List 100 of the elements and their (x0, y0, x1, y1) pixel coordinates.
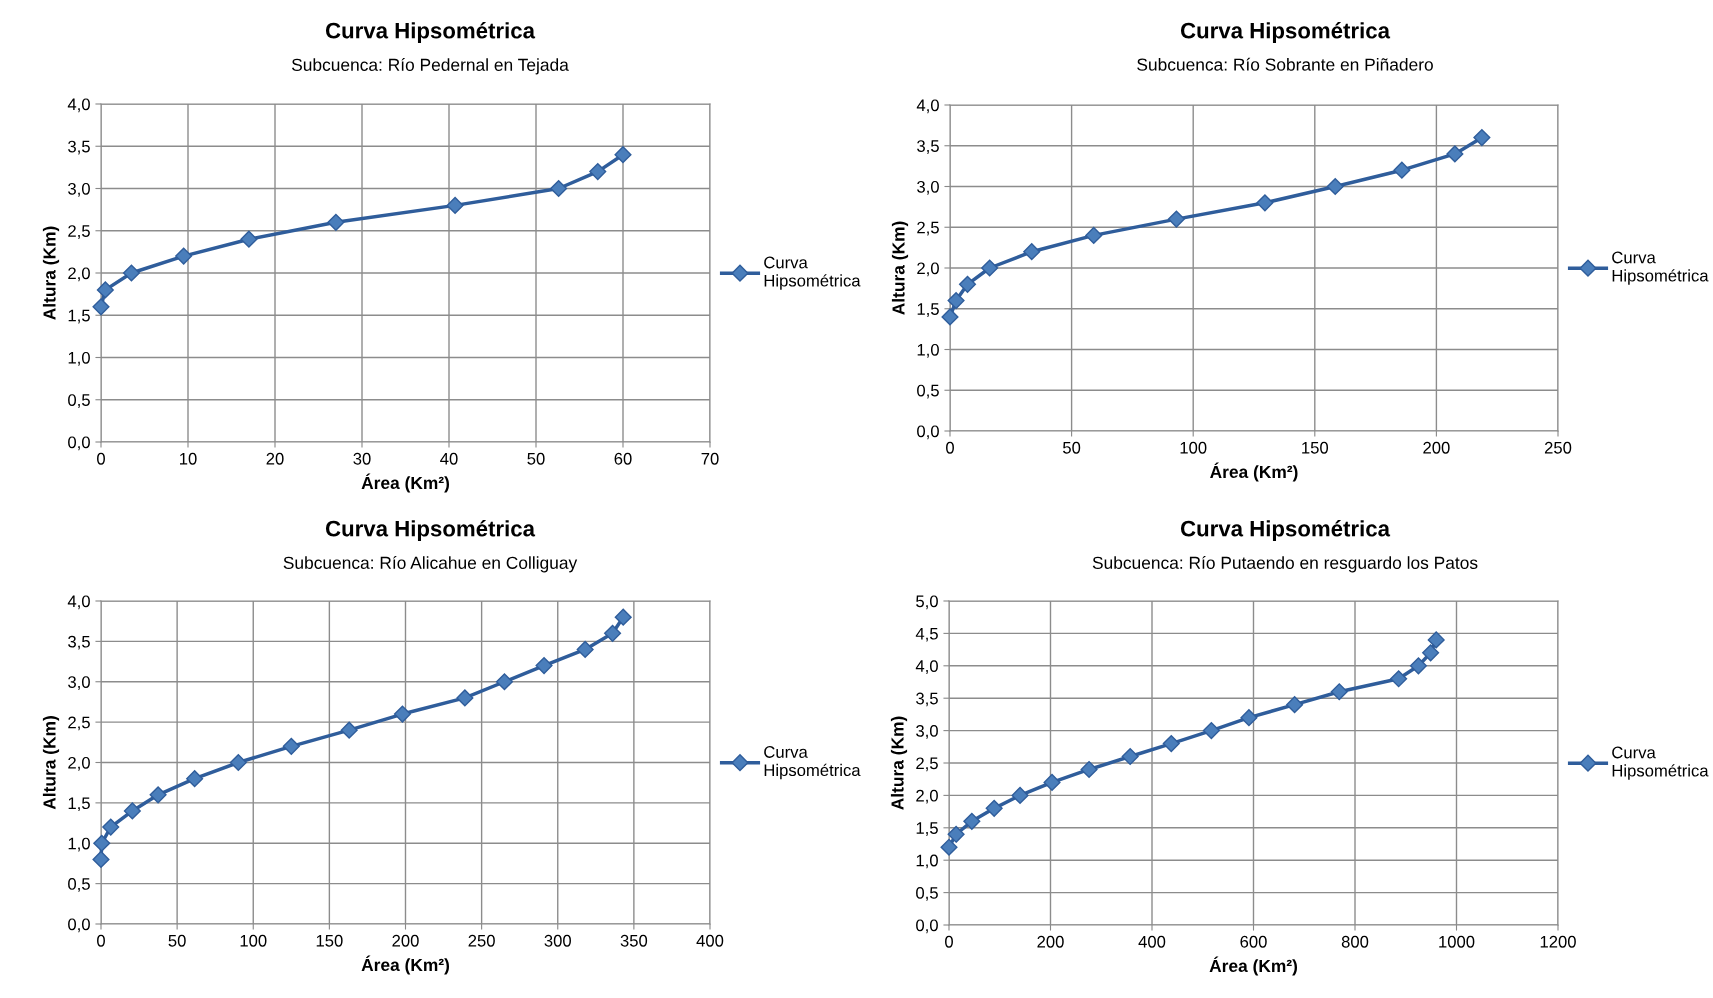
point (1202, 722, 1220, 740)
point (96, 281, 114, 299)
y-tick-label: 0,5 (917, 384, 939, 399)
point (282, 737, 300, 755)
legend-label: Curva Hipsométrica (1612, 251, 1709, 285)
y-tick-label: 0,5 (68, 878, 90, 892)
point (1473, 129, 1491, 147)
x-tick-label: 300 (544, 934, 571, 947)
y-tick-label: 2,5 (68, 225, 90, 239)
x-tick-label: 40 (440, 452, 458, 465)
y-tick-label: 1,0 (68, 351, 90, 366)
y-tick-label: 3,0 (68, 676, 90, 690)
point (958, 275, 977, 293)
x-tick-label: 50 (1063, 441, 1081, 454)
point (240, 230, 258, 248)
x-tick-label: 0 (97, 934, 105, 947)
y-tick-label: 1,5 (917, 303, 939, 317)
x-tick-label: 0 (945, 935, 953, 948)
y-tick-label: 2,5 (916, 757, 938, 772)
x-tick-label: 70 (701, 452, 719, 465)
point (941, 308, 959, 326)
x-axis-title: Área (Km²) (361, 473, 450, 493)
y-tick-label: 5,0 (916, 595, 938, 610)
point (1326, 177, 1344, 196)
y-tick-label: 3,0 (917, 180, 939, 195)
x-tick-label: 10 (180, 452, 197, 465)
x-tick-label: 0 (97, 452, 105, 465)
y-tick-label: 0,0 (68, 436, 90, 451)
y-tick-label: 4,0 (67, 98, 90, 113)
point (576, 640, 594, 659)
point (1121, 747, 1139, 766)
x-tick-label: 0 (946, 441, 954, 454)
chart-title: Curva Hipsométrica (325, 520, 536, 541)
point (327, 213, 345, 231)
y-tick-label: 4,0 (67, 595, 90, 610)
legend-label: Curva Hipsométrica (764, 746, 861, 780)
chart-subtitle: Subcuenca: Río Sobrante en Piñadero (1137, 57, 1433, 71)
x-tick-label: 1000 (1439, 935, 1475, 948)
x-axis-title: Área (Km²) (361, 955, 450, 975)
x-tick-label: 400 (696, 934, 724, 947)
point (614, 608, 632, 626)
point (550, 179, 568, 198)
point (123, 802, 141, 820)
x-tick-label: 1200 (1540, 935, 1576, 948)
y-tick-label: 0,5 (68, 394, 90, 408)
y-tick-label: 0,0 (917, 425, 939, 440)
x-tick-label: 20 (266, 452, 284, 465)
point (1393, 161, 1411, 179)
point (122, 264, 141, 282)
chart-title: Curva Hipsométrica (1180, 520, 1391, 541)
point (175, 247, 193, 265)
y-tick-label: 2,0 (68, 756, 90, 771)
y-tick-label: 0,0 (916, 919, 938, 934)
y-axis-title: Altura (Km) (890, 716, 908, 810)
x-tick-label: 50 (168, 934, 186, 947)
y-tick-label: 3,5 (68, 140, 90, 155)
x-tick-label: 400 (1138, 935, 1166, 948)
point (186, 770, 204, 788)
y-tick-label: 4,5 (915, 627, 938, 642)
x-tick-label: 200 (1423, 441, 1450, 454)
x-tick-label: 30 (353, 452, 371, 465)
y-tick-label: 3,0 (68, 182, 90, 197)
point (1023, 243, 1041, 261)
x-tick-label: 150 (316, 934, 343, 947)
y-axis-title: Altura (Km) (891, 221, 909, 315)
point (1085, 226, 1103, 244)
y-tick-label: 1,5 (68, 309, 90, 324)
point (963, 812, 981, 830)
point (92, 850, 110, 868)
legend-label: Curva Hipsométrica (764, 256, 861, 290)
y-tick-label: 3,5 (916, 692, 938, 707)
y-tick-label: 2,5 (917, 221, 939, 236)
y-tick-label: 2,0 (916, 789, 938, 804)
y-tick-label: 3,0 (916, 725, 938, 739)
y-tick-label: 3,5 (68, 635, 90, 650)
x-tick-label: 250 (1544, 441, 1572, 454)
point (340, 721, 358, 739)
x-tick-label: 50 (527, 452, 545, 465)
point (1011, 786, 1029, 804)
y-tick-label: 2,0 (917, 262, 939, 277)
legend-label: Curva Hipsométrica (1612, 746, 1709, 780)
point (1256, 194, 1274, 212)
point (1330, 683, 1348, 701)
point (93, 834, 111, 852)
point (614, 146, 632, 164)
chart-subtitle: Subcuenca: Río Alicahue en Colliguay (283, 556, 578, 573)
point (1422, 644, 1440, 662)
x-tick-label: 100 (1180, 441, 1207, 454)
chart-title: Curva Hipsométrica (325, 22, 536, 43)
point (92, 298, 110, 316)
point (604, 624, 622, 642)
point (1427, 631, 1445, 649)
point (229, 753, 247, 772)
x-tick-label: 100 (240, 934, 267, 947)
x-tick-label: 200 (392, 934, 419, 947)
x-tick-label: 200 (1037, 935, 1064, 948)
point (495, 673, 514, 691)
x-tick-label: 250 (468, 934, 495, 947)
x-tick-label: 60 (614, 452, 632, 465)
y-tick-label: 2,0 (68, 267, 90, 282)
